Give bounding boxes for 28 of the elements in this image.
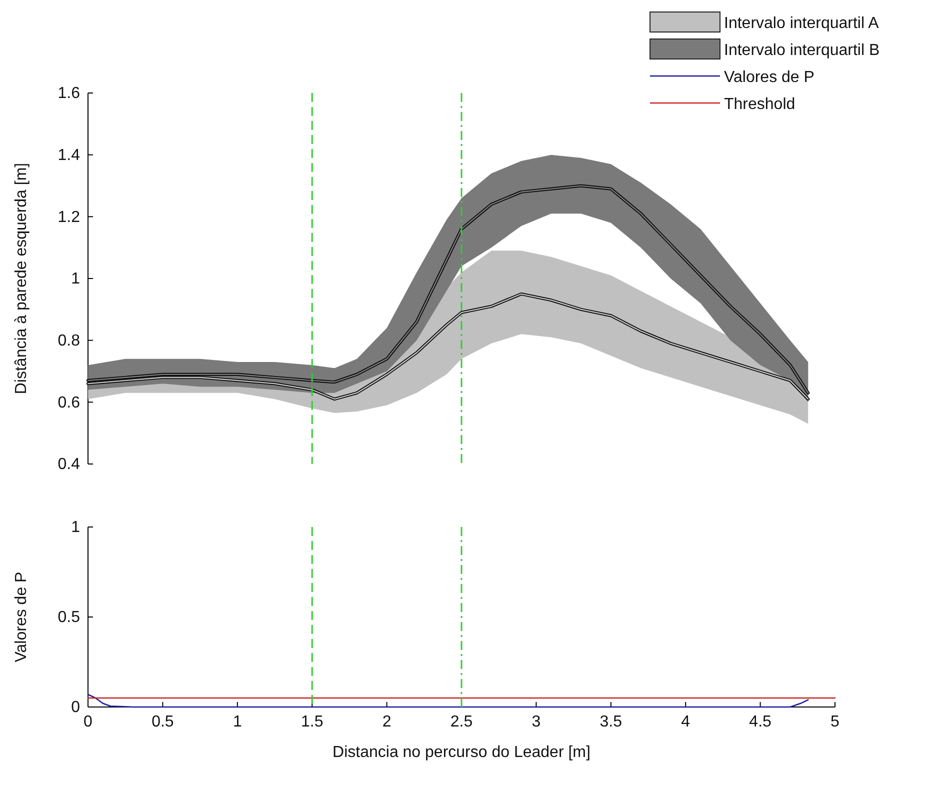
legend-label: Valores de P [724, 69, 814, 86]
y-tick-label: 0.4 [58, 456, 80, 474]
x-axis-title: Distancia no percurso do Leader [m] [332, 744, 590, 761]
x-tick-label: 1 [232, 713, 242, 730]
y-tick-label: 0.5 [58, 609, 80, 626]
y-tick-label: 0.8 [58, 332, 80, 350]
x-tick-label: 3 [532, 713, 541, 730]
y-axis-title: Valores de P [13, 572, 30, 662]
x-tick-label: 0 [84, 713, 93, 730]
legend-label: Intervalo interquartil B [724, 42, 880, 59]
legend-label: Threshold [724, 96, 796, 113]
y-tick-label: 1.2 [58, 208, 80, 226]
x-tick-label: 4 [681, 713, 690, 730]
x-tick-label: 2.5 [450, 713, 473, 730]
x-tick-label: 1.5 [300, 713, 324, 730]
x-tick-label: 4.5 [749, 713, 772, 730]
legend-label: Intervalo interquartil A [724, 15, 880, 32]
x-tick-label: 3.5 [600, 713, 622, 730]
y-axis-title: Distância à parede esquerda [m] [13, 162, 30, 394]
y-tick-label: 0.6 [58, 394, 80, 412]
y-tick-label: 1.4 [58, 146, 80, 164]
y-tick-label: 1 [71, 519, 80, 536]
x-tick-label: 0.5 [152, 713, 174, 730]
x-tick-label: 5 [830, 713, 840, 730]
y-tick-label: 0 [71, 699, 80, 716]
y-tick-label: 1.6 [58, 85, 80, 102]
x-tick-label: 2 [382, 713, 392, 730]
y-tick-label: 1 [71, 270, 80, 288]
